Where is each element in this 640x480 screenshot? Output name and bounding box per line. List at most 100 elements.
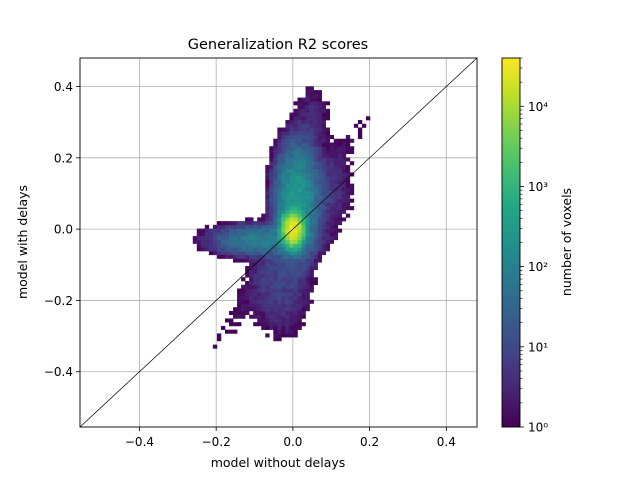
heatmap-cell	[309, 123, 314, 128]
heatmap-cell	[309, 86, 314, 91]
heatmap-cell	[341, 187, 347, 192]
heatmap-cell	[285, 168, 290, 173]
heatmap-cell	[305, 164, 310, 169]
heatmap-cell	[220, 236, 226, 241]
heatmap-cell	[253, 303, 258, 308]
heatmap-cell	[301, 281, 306, 286]
heatmap-cell	[313, 112, 318, 117]
heatmap-cell	[269, 322, 274, 327]
heatmap-cell	[301, 161, 306, 166]
heatmap-cell	[281, 329, 286, 334]
heatmap-cell	[317, 221, 322, 226]
heatmap-cell	[305, 228, 310, 233]
heatmap-cell	[309, 172, 314, 177]
heatmap-cell	[253, 266, 258, 271]
heatmap-cell	[297, 299, 302, 304]
heatmap-cell	[273, 224, 278, 229]
heatmap-cell	[321, 153, 326, 158]
heatmap-cell	[289, 221, 294, 226]
heatmap-cell	[289, 247, 294, 252]
heatmap-cell	[293, 135, 298, 140]
heatmap-cell	[333, 146, 339, 151]
heatmap-cell	[317, 198, 322, 203]
heatmap-cell	[273, 262, 278, 267]
heatmap-cell	[261, 258, 266, 263]
heatmap-cell	[309, 135, 314, 140]
heatmap-cell	[293, 314, 298, 319]
heatmap-cell	[257, 303, 262, 308]
heatmap-cell	[325, 224, 331, 229]
heatmap-cell	[305, 258, 310, 263]
heatmap-cell	[297, 232, 302, 237]
heatmap-cell	[265, 187, 270, 192]
heatmap-cell	[233, 232, 238, 237]
heatmap-cell	[297, 161, 302, 166]
heatmap-cell	[277, 187, 282, 192]
heatmap-cell	[285, 284, 290, 289]
heatmap-cell	[349, 138, 355, 143]
heatmap-cell	[325, 202, 331, 207]
heatmap-cell	[309, 146, 314, 151]
heatmap-cell	[313, 247, 318, 252]
heatmap-cell	[301, 131, 306, 136]
heatmap-cell	[309, 183, 314, 188]
heatmap-cell	[285, 307, 290, 312]
heatmap-cell	[289, 292, 294, 297]
heatmap-cell	[261, 243, 266, 248]
heatmap-cell	[253, 314, 258, 319]
heatmap-cell	[297, 131, 302, 136]
heatmap-cell	[257, 266, 262, 271]
heatmap-cell	[313, 254, 318, 259]
heatmap-cell	[353, 123, 359, 128]
heatmap-cell	[273, 187, 278, 192]
heatmap-cell	[309, 164, 314, 169]
heatmap-cell	[333, 142, 339, 147]
heatmap-cell	[349, 146, 355, 151]
heatmap-cell	[301, 292, 306, 297]
heatmap-cell	[257, 269, 262, 274]
heatmap-cell	[233, 243, 238, 248]
heatmap-cell	[233, 258, 238, 263]
heatmap-cell	[277, 318, 282, 323]
heatmap-cell	[261, 251, 266, 256]
heatmap-cell	[297, 149, 302, 155]
heatmap-cell	[253, 295, 258, 301]
heatmap-cell	[305, 236, 310, 241]
heatmap-cell	[249, 292, 254, 297]
heatmap-cell	[273, 307, 278, 312]
heatmap-cell	[293, 254, 298, 259]
heatmap-cell	[289, 142, 294, 147]
heatmap-cell	[297, 217, 302, 222]
heatmap-cell	[233, 236, 238, 241]
heatmap-cell	[305, 187, 310, 192]
heatmap-cell	[321, 209, 326, 214]
heatmap-cell	[317, 243, 322, 248]
heatmap-cell	[313, 93, 318, 98]
heatmap-cell	[277, 288, 282, 293]
heatmap-cell	[305, 266, 310, 271]
heatmap-cell	[281, 232, 286, 237]
heatmap-cell	[249, 258, 254, 263]
heatmap-cell	[309, 127, 314, 132]
heatmap-cell	[216, 239, 222, 244]
heatmap-cell	[245, 303, 250, 308]
heatmap-cell	[293, 292, 298, 297]
heatmap-cell	[269, 168, 274, 173]
heatmap-cell	[245, 217, 250, 222]
heatmap-cell	[281, 131, 286, 136]
heatmap-cell	[289, 179, 294, 184]
heatmap-cell	[285, 135, 290, 140]
heatmap-cell	[297, 112, 302, 117]
heatmap-cell	[321, 224, 326, 229]
heatmap-cell	[301, 258, 306, 263]
heatmap-cell	[305, 299, 310, 304]
heatmap-cell	[297, 273, 302, 278]
heatmap-cell	[337, 164, 343, 169]
heatmap-cell	[325, 142, 331, 147]
heatmap-cell	[301, 251, 306, 256]
heatmap-cell	[261, 273, 266, 278]
heatmap-cell	[273, 146, 278, 151]
heatmap-cell	[333, 217, 339, 222]
heatmap-cell	[313, 146, 318, 151]
heatmap-cell	[204, 228, 210, 233]
